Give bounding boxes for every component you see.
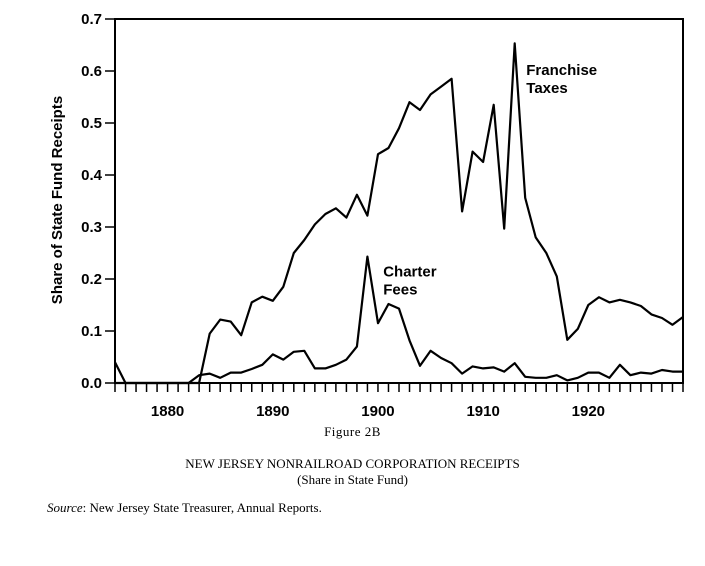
- series-label-line: Charter: [383, 263, 437, 280]
- chart: 1880 1890 1900 1910 1920 0.00.10.20.30.40.50…: [49, 11, 684, 420]
- y-tick-label: 0.1: [81, 323, 102, 340]
- charter-fees-label: Charter Fees: [383, 263, 437, 298]
- x-tick-label: 1920: [572, 403, 605, 420]
- y-tick-label: 0.7: [81, 11, 102, 28]
- y-tick-label: 0.6: [81, 63, 102, 80]
- y-axis: 0.0 0.1 0.2 0.3 0.4 0.5 0.6 0.7: [81, 11, 115, 392]
- x-axis: 1880 1890 1900 1910 1920: [114, 383, 684, 420]
- y-axis-label: Share of State Fund Receipts: [49, 96, 66, 304]
- source-text: : New Jersey State Treasurer, Annual Rep…: [82, 500, 322, 515]
- figure-subtitle: (Share in State Fund): [297, 472, 408, 487]
- series-label-line: Fees: [383, 281, 417, 298]
- plot-border: [114, 18, 684, 384]
- series-layer: [114, 42, 684, 385]
- y-tick-label: 0.0: [81, 375, 102, 392]
- y-tick-label: 0.3: [81, 219, 102, 236]
- source-note: Source: New Jersey State Treasurer, Annu…: [47, 500, 322, 516]
- annotations: Franchise Taxes Charter Fees: [383, 62, 597, 298]
- y-tick-label: 0.2: [81, 271, 102, 288]
- x-tick-label: 1880: [151, 403, 184, 420]
- charter-fees-line: [114, 255, 683, 385]
- series-label-line: Franchise: [526, 62, 597, 79]
- franchise-taxes-label: Franchise Taxes: [526, 62, 597, 97]
- y-tick-label: 0.4: [81, 167, 103, 184]
- plot-frame: [114, 18, 684, 384]
- figure-label: Figure 2B: [324, 424, 381, 439]
- x-tick-label: 1900: [361, 403, 394, 420]
- series-label-line: Taxes: [526, 80, 567, 97]
- figure-title: NEW JERSEY NONRAILROAD CORPORATION RECEI…: [185, 456, 520, 471]
- x-tick-label: 1910: [466, 403, 499, 420]
- source-label: Source: [47, 500, 83, 515]
- x-tick-label: 1890: [256, 403, 289, 420]
- franchise-taxes-line: [115, 42, 684, 385]
- y-tick-label: 0.5: [81, 115, 102, 132]
